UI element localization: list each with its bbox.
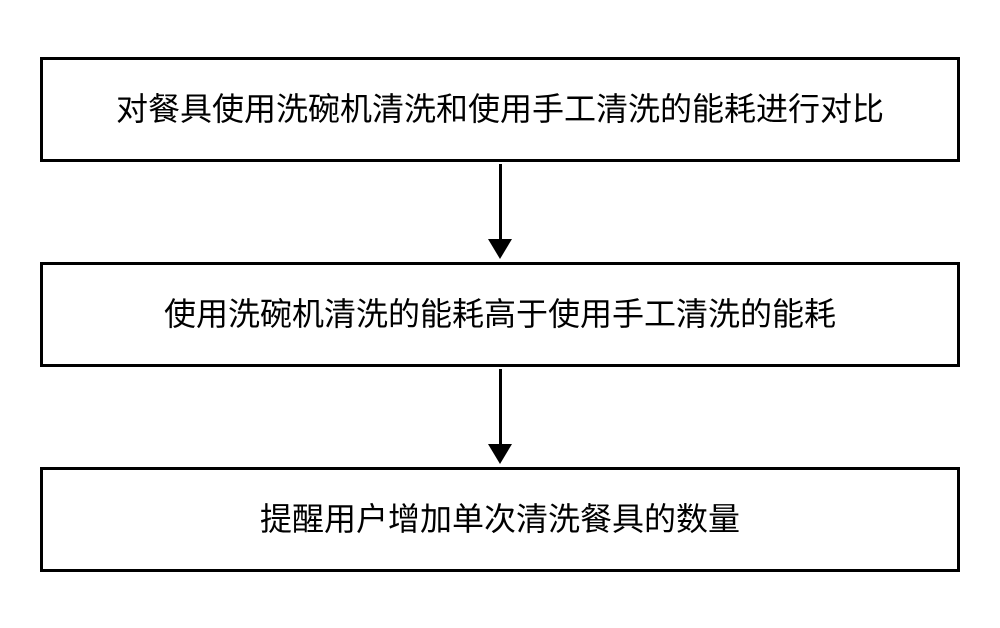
flowchart-step-3: 提醒用户增加单次清洗餐具的数量 <box>40 467 960 572</box>
flowchart-step-1-label: 对餐具使用洗碗机清洗和使用手工清洗的能耗进行对比 <box>116 87 884 132</box>
flowchart-step-2: 使用洗碗机清洗的能耗高于使用手工清洗的能耗 <box>40 262 960 367</box>
flowchart-arrow-1 <box>488 162 512 262</box>
flowchart-arrow-2 <box>488 367 512 467</box>
flowchart-container: 对餐具使用洗碗机清洗和使用手工清洗的能耗进行对比 使用洗碗机清洗的能耗高于使用手… <box>30 57 970 572</box>
flowchart-step-1: 对餐具使用洗碗机清洗和使用手工清洗的能耗进行对比 <box>40 57 960 162</box>
arrow-head-icon <box>488 239 512 259</box>
arrow-head-icon <box>488 444 512 464</box>
flowchart-step-2-label: 使用洗碗机清洗的能耗高于使用手工清洗的能耗 <box>164 292 836 337</box>
flowchart-step-3-label: 提醒用户增加单次清洗餐具的数量 <box>260 497 740 542</box>
arrow-line-icon <box>499 369 502 444</box>
arrow-line-icon <box>499 164 502 239</box>
